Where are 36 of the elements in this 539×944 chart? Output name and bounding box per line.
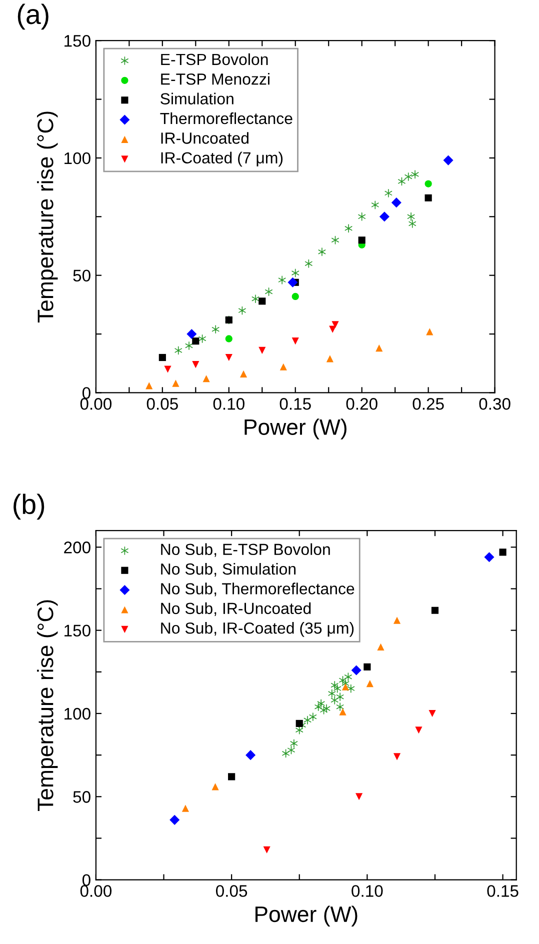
legend-label: IR-Coated (7 μm) [161, 152, 283, 167]
y-tick-label: 150 [64, 34, 90, 47]
y-axis-title: Temperature rise (°C) [37, 112, 58, 322]
legend-label: IR-Uncoated [161, 132, 248, 144]
y-tick-label: 100 [64, 708, 90, 720]
legend-label: E-TSP Menozzi [161, 73, 270, 85]
x-tick-label: 0.30 [479, 398, 510, 410]
y-tick-label: 100 [64, 152, 90, 164]
legend-label: No Sub, Thermoreflectance [161, 582, 354, 596]
y-axis-title: Temperature rise (°C) [37, 600, 58, 811]
chart-title: (b) [14, 494, 44, 520]
legend-label: No Sub, Simulation [161, 562, 296, 577]
y-tick-label: 50 [73, 791, 90, 803]
legend-label: Thermoreflectance [160, 112, 292, 124]
y-tick-label: 0 [82, 874, 90, 886]
y-tick-label: 200 [64, 542, 90, 554]
legend-label: No Sub, E-TSP Bovolon [161, 543, 330, 557]
legend-label: No Sub, IR-Uncoated [161, 602, 311, 616]
x-tick-label: 0.15 [280, 398, 311, 410]
x-axis-title: Power (W) [244, 418, 346, 440]
legend-label: Simulation [160, 92, 234, 104]
x-tick-label: 0.05 [146, 398, 178, 410]
x-tick-label: 0.00 [80, 398, 112, 410]
legend-label: No Sub, IR-Coated (35 μm) [161, 622, 354, 637]
x-tick-label: 0.20 [346, 398, 378, 410]
y-tick-label: 0 [82, 387, 90, 399]
x-tick-label: 0.15 [487, 885, 518, 897]
x-tick-label: 0.00 [80, 885, 112, 897]
x-tick-label: 0.10 [352, 885, 383, 897]
x-axis-title: Power (W) [256, 906, 358, 926]
x-tick-label: 0.10 [213, 398, 244, 410]
chart-title: (a) [18, 4, 48, 30]
y-tick-label: 50 [73, 270, 90, 282]
x-tick-label: 0.25 [412, 398, 444, 410]
x-tick-label: 0.05 [216, 885, 248, 897]
y-tick-label: 150 [64, 624, 90, 637]
